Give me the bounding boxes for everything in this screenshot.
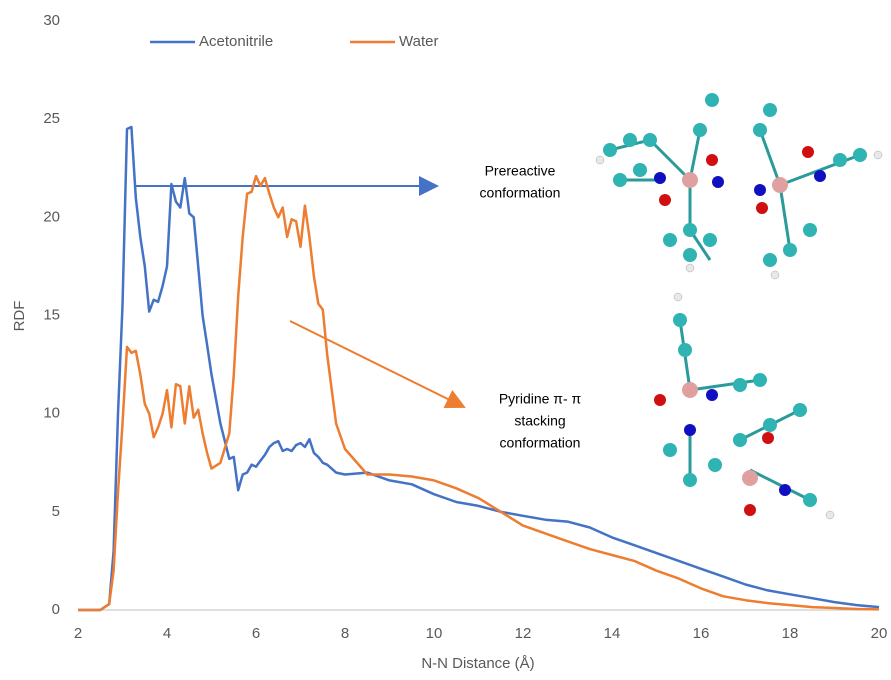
x-tick-label: 14 [604, 625, 621, 642]
y-tick-label: 5 [52, 503, 60, 520]
molecule-illustration [596, 93, 882, 519]
chart: N-N Distance (Å) RDF 0 5 10 15 20 25 30 2 4 6 8 10 1… [0, 0, 891, 680]
annotation: conformation [500, 435, 581, 451]
x-tick-label: 8 [341, 625, 349, 642]
y-tick-label: 25 [43, 110, 60, 127]
legend-label: Acetonitrile [199, 33, 273, 50]
annotation: stacking [514, 413, 565, 429]
x-tick-label: 12 [515, 625, 532, 642]
annotation-arrow [290, 321, 464, 407]
x-tick-label: 18 [782, 625, 799, 642]
x-tick-label: 2 [74, 625, 82, 642]
x-tick-label: 10 [426, 625, 443, 642]
x-tick-label: 6 [252, 625, 260, 642]
x-tick-label: 20 [871, 625, 888, 642]
y-tick-label: 0 [52, 601, 60, 618]
data-line [78, 176, 879, 610]
x-tick-label: 4 [163, 625, 171, 642]
y-tick-label: 10 [43, 405, 60, 422]
data-line [78, 127, 879, 610]
x-tick-label: 16 [693, 625, 710, 642]
annotation: Pyridine π- π [499, 391, 582, 407]
y-tick-label: 15 [43, 306, 60, 323]
annotation: conformation [480, 185, 561, 201]
x-axis-title: N-N Distance (Å) [421, 655, 534, 672]
legend-label: Water [399, 33, 438, 50]
y-axis-title: RDF [11, 301, 28, 332]
y-tick-label: 30 [43, 12, 60, 29]
y-tick-label: 20 [43, 208, 60, 225]
annotation: Prereactive [485, 163, 556, 179]
